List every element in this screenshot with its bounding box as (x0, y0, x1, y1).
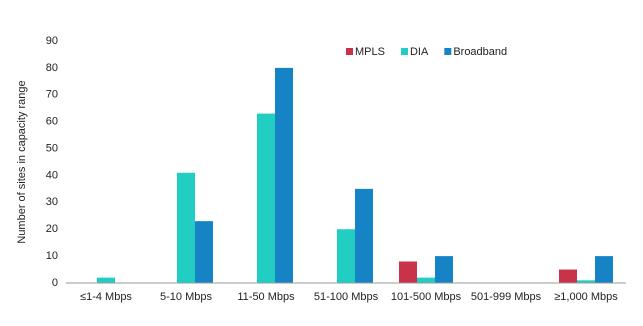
x-tick-label: ≤1-4 Mbps (80, 291, 132, 303)
y-tick-label: 30 (46, 196, 58, 208)
x-tick-label: 5-10 Mbps (160, 291, 212, 303)
x-tick-label: 501-999 Mbps (471, 291, 542, 303)
bar (337, 229, 355, 283)
bar (417, 277, 435, 283)
bar (577, 280, 595, 283)
bar (195, 221, 213, 283)
y-tick-label: 90 (46, 35, 58, 47)
y-tick-label: 80 (46, 62, 58, 74)
bar (97, 277, 115, 283)
y-tick-label: 70 (46, 89, 58, 101)
x-tick-label: 51-100 Mbps (314, 291, 379, 303)
legend-label: Broadband (453, 46, 507, 58)
bar (399, 261, 417, 283)
bar (275, 67, 293, 283)
bar (435, 256, 453, 283)
y-tick-label: 60 (46, 116, 58, 128)
x-tick-label: ≥1,000 Mbps (554, 291, 618, 303)
y-axis-label: Number of sites in capacity range (16, 80, 28, 243)
legend-swatch (346, 48, 353, 55)
y-tick-label: 0 (52, 277, 58, 289)
legend-label: MPLS (355, 46, 385, 58)
bar (559, 269, 577, 283)
bar (595, 256, 613, 283)
y-tick-label: 10 (46, 250, 58, 262)
y-tick-label: 20 (46, 223, 58, 235)
legend-swatch (444, 48, 452, 55)
legend-swatch (400, 48, 408, 55)
bar (355, 188, 373, 283)
y-tick-label: 40 (46, 169, 58, 181)
y-tick-label: 50 (46, 142, 58, 154)
legend-label: DIA (410, 46, 429, 58)
x-tick-label: 11-50 Mbps (237, 291, 295, 303)
x-tick-label: 101-500 Mbps (391, 291, 462, 303)
bar (257, 113, 275, 283)
bar (177, 172, 195, 283)
